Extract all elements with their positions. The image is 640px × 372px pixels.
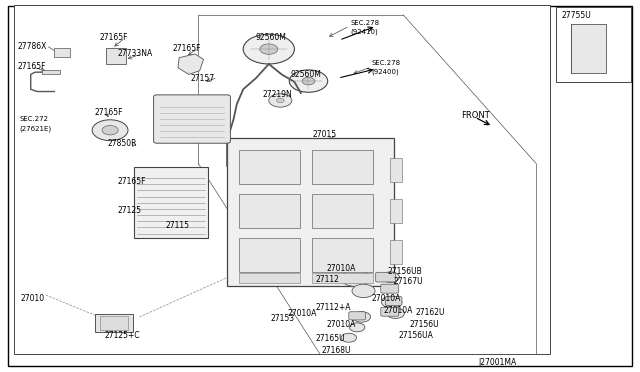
- Circle shape: [349, 323, 365, 332]
- Circle shape: [387, 308, 404, 318]
- Circle shape: [276, 98, 284, 103]
- Text: 27165U: 27165U: [316, 334, 345, 343]
- Bar: [390, 240, 402, 264]
- Text: 27010A: 27010A: [288, 309, 317, 318]
- Circle shape: [381, 272, 399, 282]
- Text: (27621E): (27621E): [19, 125, 51, 132]
- Bar: [390, 199, 402, 223]
- Text: 27165F: 27165F: [95, 108, 124, 117]
- FancyBboxPatch shape: [154, 95, 230, 143]
- Text: (92410): (92410): [351, 29, 378, 35]
- Text: FRONT: FRONT: [461, 111, 490, 120]
- Bar: [312, 150, 373, 184]
- Text: 27733NA: 27733NA: [117, 49, 152, 58]
- FancyBboxPatch shape: [376, 272, 396, 282]
- FancyBboxPatch shape: [381, 307, 399, 316]
- Bar: [571, 24, 606, 73]
- Bar: [239, 273, 300, 283]
- Bar: [95, 314, 133, 332]
- Bar: [239, 150, 300, 184]
- Text: 27162U: 27162U: [416, 308, 445, 317]
- Bar: [54, 48, 70, 57]
- Bar: [100, 316, 128, 330]
- Circle shape: [302, 77, 315, 85]
- Circle shape: [352, 284, 375, 298]
- Circle shape: [269, 94, 292, 107]
- Circle shape: [243, 34, 294, 64]
- FancyBboxPatch shape: [349, 312, 365, 320]
- Text: 27167U: 27167U: [394, 278, 423, 286]
- Text: 27125: 27125: [117, 206, 141, 215]
- Text: 27115: 27115: [165, 221, 189, 230]
- Text: 27010A: 27010A: [371, 294, 401, 303]
- Bar: [312, 273, 373, 283]
- Text: 27850R: 27850R: [108, 139, 137, 148]
- Text: 27112+A: 27112+A: [316, 303, 351, 312]
- Text: 27165F: 27165F: [18, 62, 47, 71]
- Circle shape: [289, 70, 328, 92]
- Text: 27010A: 27010A: [326, 264, 356, 273]
- Text: 92560M: 92560M: [256, 33, 287, 42]
- Text: J27001MA: J27001MA: [479, 358, 517, 367]
- Text: 27168U: 27168U: [322, 346, 351, 355]
- Text: 27157: 27157: [191, 74, 215, 83]
- FancyBboxPatch shape: [381, 284, 399, 293]
- Circle shape: [353, 312, 371, 322]
- Polygon shape: [178, 54, 204, 74]
- Bar: [312, 194, 373, 228]
- Text: 27165F: 27165F: [99, 33, 128, 42]
- Text: 27165F: 27165F: [173, 44, 202, 53]
- Text: 27153: 27153: [271, 314, 295, 323]
- Text: 27219N: 27219N: [262, 90, 292, 99]
- Text: 27015: 27015: [312, 130, 337, 139]
- Circle shape: [381, 296, 402, 308]
- Bar: [390, 158, 402, 182]
- Text: 27755U: 27755U: [562, 11, 591, 20]
- Text: SEC.278: SEC.278: [371, 60, 401, 66]
- Bar: [106, 48, 126, 64]
- Text: 27165F: 27165F: [117, 177, 146, 186]
- Bar: [14, 5, 550, 354]
- Bar: [312, 238, 373, 272]
- Bar: [134, 167, 208, 238]
- Text: 27010A: 27010A: [384, 307, 413, 315]
- Text: 27010: 27010: [20, 294, 45, 303]
- Bar: [239, 238, 300, 272]
- FancyBboxPatch shape: [385, 296, 402, 305]
- Text: SEC.272: SEC.272: [19, 116, 48, 122]
- Text: 27786X: 27786X: [18, 42, 47, 51]
- Text: SEC.278: SEC.278: [351, 20, 380, 26]
- Bar: [227, 138, 394, 286]
- Bar: [239, 194, 300, 228]
- Text: 92560M: 92560M: [291, 70, 321, 79]
- Text: 27010A: 27010A: [326, 320, 356, 329]
- Circle shape: [102, 125, 118, 135]
- Text: 27156U: 27156U: [410, 320, 439, 329]
- Circle shape: [260, 44, 278, 54]
- Circle shape: [92, 120, 128, 141]
- Circle shape: [341, 270, 369, 286]
- FancyBboxPatch shape: [42, 70, 60, 74]
- Bar: [556, 7, 631, 82]
- Circle shape: [341, 333, 356, 342]
- Text: 27125+C: 27125+C: [104, 331, 140, 340]
- Text: 27156UA: 27156UA: [398, 331, 433, 340]
- Text: (92400): (92400): [371, 69, 399, 76]
- Text: 27156UB: 27156UB: [387, 267, 422, 276]
- Text: 27112: 27112: [316, 275, 339, 284]
